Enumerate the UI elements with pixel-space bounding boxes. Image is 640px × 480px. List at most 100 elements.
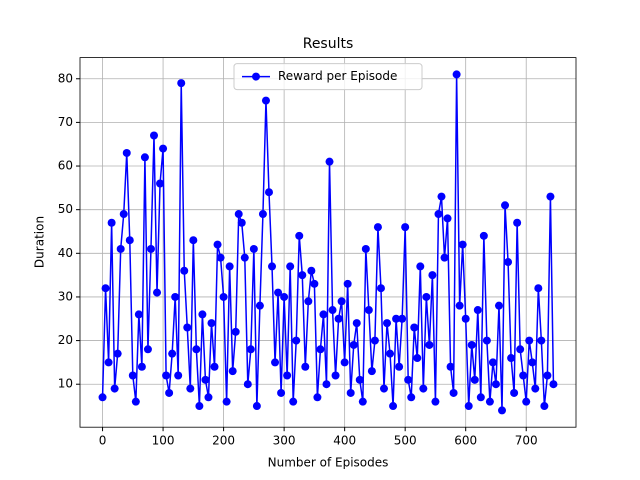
point [174, 371, 183, 380]
point [458, 240, 467, 249]
x-tick-label: 400 [333, 434, 356, 448]
point [104, 358, 113, 367]
point [292, 336, 301, 345]
point [246, 345, 255, 354]
point [258, 210, 267, 219]
point [413, 354, 422, 363]
point [440, 253, 449, 262]
point [216, 253, 225, 262]
point [101, 284, 110, 293]
point [204, 393, 213, 402]
point [134, 310, 143, 319]
point [149, 131, 158, 140]
point [498, 406, 507, 415]
point [485, 397, 494, 406]
point [383, 319, 392, 328]
point [271, 358, 280, 367]
point [361, 244, 370, 253]
point [298, 271, 307, 280]
point [404, 375, 413, 384]
legend: Reward per Episode [233, 63, 423, 91]
series-line [101, 74, 555, 411]
point [516, 345, 525, 354]
point [116, 244, 125, 253]
point [546, 192, 555, 201]
point [437, 192, 446, 201]
point [446, 362, 455, 371]
point [522, 397, 531, 406]
point [243, 380, 252, 389]
point [301, 362, 310, 371]
plot-frame [79, 57, 577, 428]
point [367, 367, 376, 376]
point [283, 371, 292, 380]
point [422, 292, 431, 301]
point [386, 349, 395, 358]
point [280, 292, 289, 301]
point [379, 384, 388, 393]
point [131, 397, 140, 406]
point [528, 358, 537, 367]
point [210, 362, 219, 371]
chart-title: Results [303, 36, 354, 52]
point [340, 358, 349, 367]
point [507, 354, 516, 363]
point [501, 201, 510, 210]
point [540, 402, 549, 411]
point [98, 393, 107, 402]
point [513, 218, 522, 227]
point [452, 70, 461, 79]
point [325, 157, 334, 166]
point [464, 402, 473, 411]
x-tick-label: 700 [515, 434, 538, 448]
point [476, 393, 485, 402]
point [395, 362, 404, 371]
point [140, 153, 149, 162]
point [286, 262, 295, 271]
point [504, 258, 513, 267]
point [225, 262, 234, 271]
point [364, 306, 373, 315]
point [189, 236, 198, 245]
x-axis-label: Number of Episodes [268, 456, 389, 470]
point [322, 380, 331, 389]
point [443, 214, 452, 223]
point [525, 336, 534, 345]
point [494, 301, 503, 310]
point [407, 393, 416, 402]
point [159, 144, 168, 153]
point [183, 323, 192, 332]
point [165, 388, 174, 397]
point [268, 262, 277, 271]
x-tick-label: 600 [454, 434, 477, 448]
x-tick-label: 300 [273, 434, 296, 448]
point [337, 297, 346, 306]
point [107, 218, 116, 227]
point [143, 345, 152, 354]
point [482, 336, 491, 345]
point [264, 188, 273, 197]
x-tick-label: 500 [394, 434, 417, 448]
point [531, 384, 540, 393]
y-tick-label: 10 [58, 377, 73, 391]
point [125, 236, 134, 245]
point [376, 284, 385, 293]
point [289, 397, 298, 406]
point [228, 367, 237, 376]
point [128, 371, 137, 380]
point [119, 210, 128, 219]
point [449, 388, 458, 397]
point [543, 371, 552, 380]
point [343, 279, 352, 288]
point [373, 223, 382, 232]
point [428, 271, 437, 280]
legend-label: Reward per Episode [278, 69, 397, 83]
point [370, 336, 379, 345]
point [519, 371, 528, 380]
point [537, 336, 546, 345]
point [410, 323, 419, 332]
point [146, 244, 155, 253]
point [455, 301, 464, 310]
point [240, 253, 249, 262]
